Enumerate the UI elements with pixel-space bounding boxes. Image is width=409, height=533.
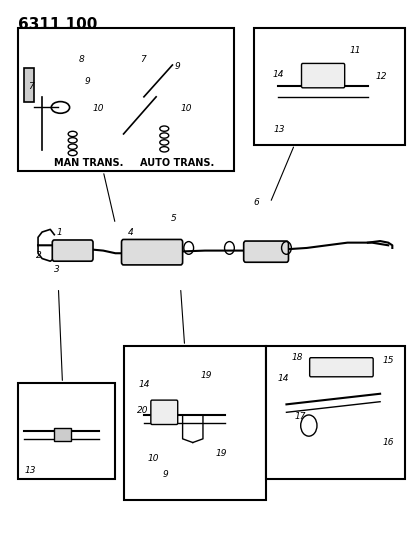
- FancyBboxPatch shape: [123, 346, 265, 500]
- Text: 6311 100: 6311 100: [18, 17, 97, 33]
- Text: 9: 9: [174, 62, 180, 70]
- FancyBboxPatch shape: [309, 358, 372, 377]
- Text: 9: 9: [162, 470, 168, 479]
- FancyBboxPatch shape: [52, 240, 93, 261]
- Text: 20: 20: [137, 406, 148, 415]
- Text: 10: 10: [180, 104, 191, 113]
- FancyBboxPatch shape: [18, 28, 233, 171]
- Text: 12: 12: [375, 72, 387, 81]
- Text: 9: 9: [85, 77, 90, 86]
- Text: 11: 11: [349, 46, 360, 55]
- FancyBboxPatch shape: [243, 241, 288, 262]
- FancyBboxPatch shape: [151, 400, 177, 424]
- Text: MAN TRANS.: MAN TRANS.: [54, 158, 124, 168]
- Text: 19: 19: [200, 370, 212, 379]
- FancyBboxPatch shape: [18, 383, 115, 479]
- FancyBboxPatch shape: [301, 63, 344, 88]
- Text: 2: 2: [36, 252, 42, 261]
- Text: 7: 7: [139, 55, 145, 64]
- Text: 18: 18: [291, 353, 302, 362]
- FancyBboxPatch shape: [54, 428, 70, 441]
- FancyBboxPatch shape: [121, 239, 182, 265]
- Text: 15: 15: [381, 356, 393, 365]
- Text: 5: 5: [170, 214, 176, 223]
- Text: 14: 14: [139, 379, 150, 389]
- Text: 13: 13: [273, 125, 284, 134]
- Text: 13: 13: [25, 466, 36, 475]
- Text: 10: 10: [93, 104, 104, 113]
- Text: 14: 14: [277, 374, 288, 383]
- Text: 19: 19: [215, 449, 226, 458]
- FancyBboxPatch shape: [265, 346, 404, 479]
- Text: 14: 14: [272, 70, 283, 79]
- Text: 16: 16: [381, 438, 393, 447]
- Text: 4: 4: [127, 228, 133, 237]
- Text: 7: 7: [28, 82, 34, 91]
- Text: 17: 17: [294, 411, 306, 421]
- Text: 10: 10: [148, 454, 159, 463]
- Text: 6: 6: [253, 198, 259, 207]
- FancyBboxPatch shape: [24, 68, 34, 102]
- FancyBboxPatch shape: [253, 28, 404, 144]
- Text: 1: 1: [56, 228, 62, 237]
- Text: 8: 8: [79, 55, 84, 64]
- Text: 3: 3: [54, 265, 60, 273]
- Text: AUTO TRANS.: AUTO TRANS.: [139, 158, 213, 168]
